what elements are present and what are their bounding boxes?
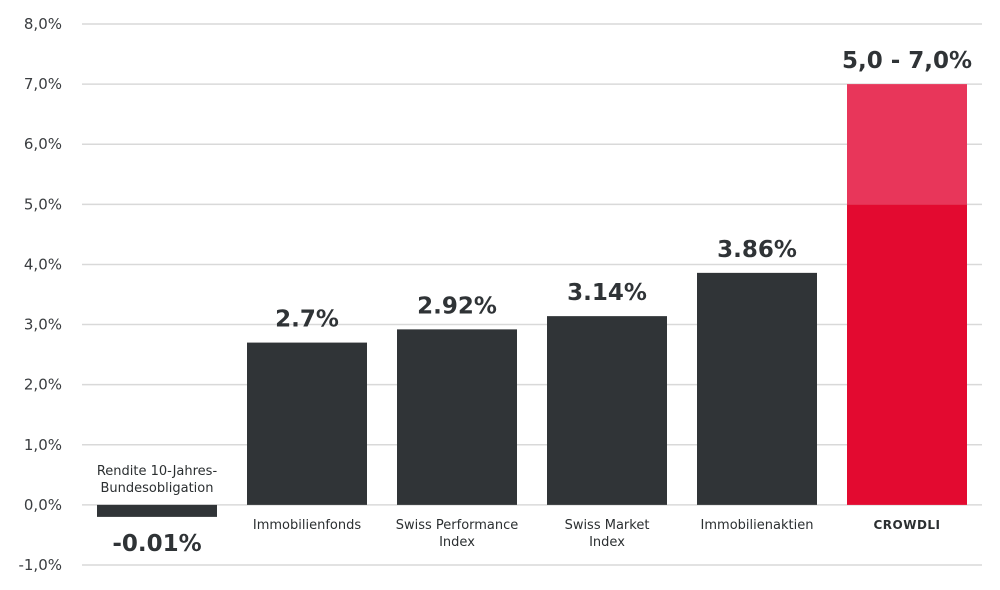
value-label: 5,0 - 7,0% [842,48,972,74]
category-label: CROWDLI [873,518,940,532]
bar [247,342,367,505]
y-tick-label: 8,0% [24,15,62,33]
y-tick-label: 4,0% [24,255,62,273]
bar [547,316,667,505]
category-label: Swiss Performance Index [396,518,519,550]
category-labels: Rendite 10-Jahres-Bundesobligation Immobi… [97,464,940,550]
y-tick-label: 5,0% [24,195,62,213]
category-label: Immobilienaktien [701,518,814,533]
value-label: -0.01% [112,531,201,557]
y-tick-label: 0,0% [24,496,62,514]
value-labels: -0.01% 2.7% 2.92% 3.14% 3.86% 5,0 - 7,0% [112,48,972,557]
bar-crowdli-base [847,204,967,505]
value-label: 3.86% [717,237,797,263]
y-tick-label: 7,0% [24,75,62,93]
y-axis-tick-labels: 8,0% 7,0% 6,0% 5,0% 4,0% 3,0% 2,0% 1,0% 0,0% -1,0… [18,15,62,574]
y-tick-label: -1,0% [18,556,62,574]
y-tick-label: 3,0% [24,316,62,334]
category-label: Swiss Market Index [565,518,650,550]
bar-crowdli-range [847,84,967,205]
value-label: 2.7% [275,307,339,333]
category-label: Rendite 10-Jahres-Bundesobligation [97,464,218,496]
y-tick-label: 2,0% [24,376,62,394]
bar [97,504,217,517]
bars [97,84,967,517]
y-tick-label: 1,0% [24,436,62,454]
grid-lines [82,23,982,566]
value-label: 3.14% [567,280,647,306]
y-tick-label: 6,0% [24,135,62,153]
category-label: Immobilienfonds [253,518,361,533]
bar [397,329,517,505]
bar [697,272,817,505]
value-label: 2.92% [417,293,497,319]
